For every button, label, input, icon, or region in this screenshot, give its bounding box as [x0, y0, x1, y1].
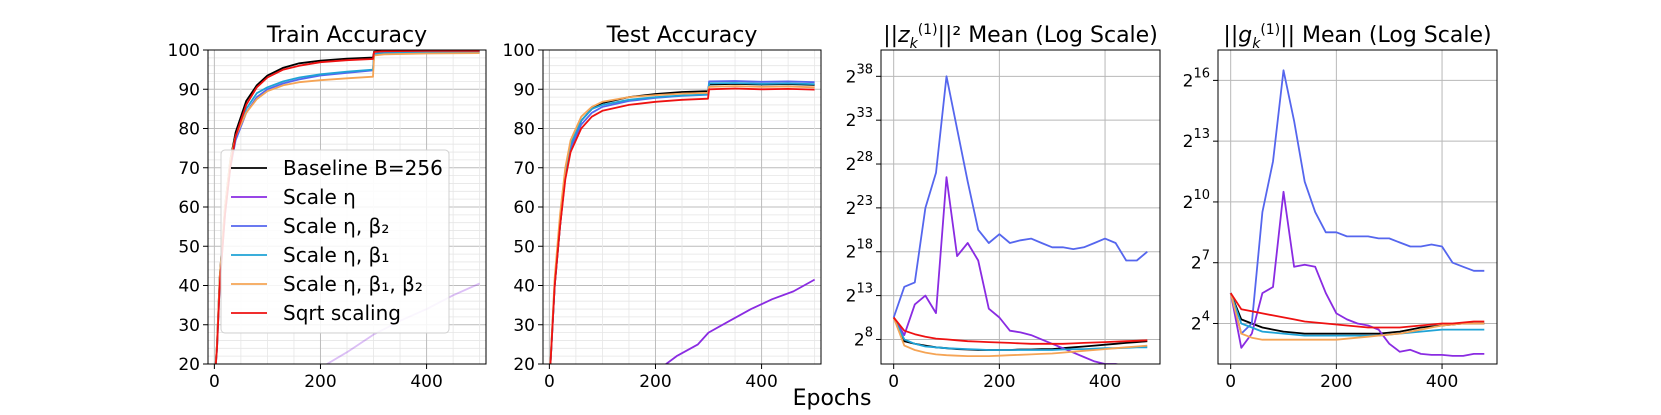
- legend-label: Scale η, β₂: [283, 214, 389, 238]
- series-line-6: [549, 87, 815, 364]
- x-tick-label: 0: [544, 372, 555, 392]
- series-line-2: [1229, 190, 1485, 357]
- plot-area: [1229, 69, 1485, 357]
- y-tick-label: 100: [168, 41, 200, 61]
- x-tick-label: 400: [1426, 372, 1458, 392]
- y-tick-label: 228: [846, 150, 873, 175]
- series-line-1: [892, 317, 1148, 351]
- x-tick-label: 200: [983, 372, 1015, 392]
- x-tick-label: 200: [1320, 372, 1352, 392]
- y-tick-label: 238: [846, 62, 873, 87]
- y-tick-label: 210: [1183, 188, 1210, 213]
- y-tick-label: 30: [513, 316, 535, 336]
- y-tick-label: 233: [846, 106, 873, 131]
- y-tick-label: 90: [513, 80, 535, 100]
- series-line-5: [549, 85, 815, 364]
- x-tick-label: 0: [888, 372, 899, 392]
- series-line-2: [664, 278, 816, 364]
- legend-label: Scale η, β₁, β₂: [283, 272, 423, 296]
- x-tick-label: 400: [410, 372, 442, 392]
- x-tick-label: 0: [209, 372, 220, 392]
- x-axis-label: Epochs: [793, 386, 872, 411]
- y-tick-label: 50: [178, 237, 200, 257]
- y-tick-label: 213: [846, 282, 873, 307]
- legend-label: Scale η: [283, 185, 356, 209]
- x-tick-label: 400: [1089, 372, 1121, 392]
- y-tick-label: 30: [178, 316, 200, 336]
- g-norm-panel: 0 200 400 24 27 210 213 216 ||gk(1)|| Mean (Log …: [1183, 22, 1498, 392]
- legend-label: Baseline B=256: [283, 156, 443, 180]
- series-line-6: [892, 316, 1148, 345]
- x-tick-label: 400: [745, 372, 777, 392]
- y-tick-label: 216: [1183, 66, 1210, 91]
- y-tick-label: 27: [1191, 249, 1210, 274]
- series-line-3: [1229, 69, 1485, 335]
- panel-title: ||zk(1)||² Mean (Log Scale): [883, 22, 1158, 52]
- y-tick-label: 70: [513, 159, 535, 179]
- series-line-5: [1229, 292, 1485, 341]
- y-tick-label: 90: [178, 80, 200, 100]
- panel-title: ||gk(1)|| Mean (Log Scale): [1223, 22, 1491, 52]
- y-tick-label: 100: [503, 41, 535, 61]
- z-norm-panel: 0 200 400 28 213 218 223 228 233 238 ||zk(1)||² Me…: [846, 22, 1161, 392]
- legend-label: Scale η, β₁: [283, 243, 389, 267]
- y-tick-label: 20: [513, 355, 535, 375]
- y-tick-label: 24: [1191, 309, 1210, 334]
- y-tick-label: 70: [178, 159, 200, 179]
- series-line-4: [1229, 292, 1485, 337]
- y-tick-label: 218: [846, 238, 873, 263]
- series-line-3: [892, 75, 1148, 318]
- y-tick-label: 50: [513, 237, 535, 257]
- series-line-2: [892, 176, 1121, 364]
- series-line-5: [892, 317, 1148, 358]
- train-accuracy-panel: 0 200 400 20 30 40 50 60 70 80 90 100 Train Accuracy…: [168, 23, 487, 392]
- panel-title: Train Accuracy: [266, 23, 427, 48]
- y-tick-label: 40: [513, 277, 535, 297]
- y-tick-label: 213: [1183, 127, 1210, 152]
- panel-title: Test Accuracy: [606, 23, 758, 48]
- x-tick-label: 200: [304, 372, 336, 392]
- plot-area: [892, 75, 1148, 364]
- legend: Baseline B=256 Scale η Scale η, β₂ Scale η,…: [220, 149, 450, 334]
- legend-label: Sqrt scaling: [283, 301, 401, 325]
- y-tick-label: 223: [846, 194, 873, 219]
- axes-frame: [880, 49, 1161, 365]
- y-tick-label: 28: [854, 325, 873, 350]
- test-accuracy-panel: 0 200 400 20 30 40 50 60 70 80 90 100 Test Accuracy: [503, 23, 822, 392]
- x-tick-label: 0: [1225, 372, 1236, 392]
- y-tick-label: 20: [178, 355, 200, 375]
- axes-frame: [1217, 49, 1498, 365]
- y-tick-label: 60: [178, 198, 200, 218]
- legend-box: [220, 149, 450, 334]
- plot-area: [549, 80, 816, 364]
- series-line-6: [1229, 292, 1485, 329]
- y-tick-label: 40: [178, 277, 200, 297]
- y-tick-label: 80: [178, 120, 200, 140]
- x-tick-label: 200: [639, 372, 671, 392]
- series-line-1: [1229, 292, 1485, 335]
- y-tick-label: 80: [513, 120, 535, 140]
- y-tick-label: 60: [513, 198, 535, 218]
